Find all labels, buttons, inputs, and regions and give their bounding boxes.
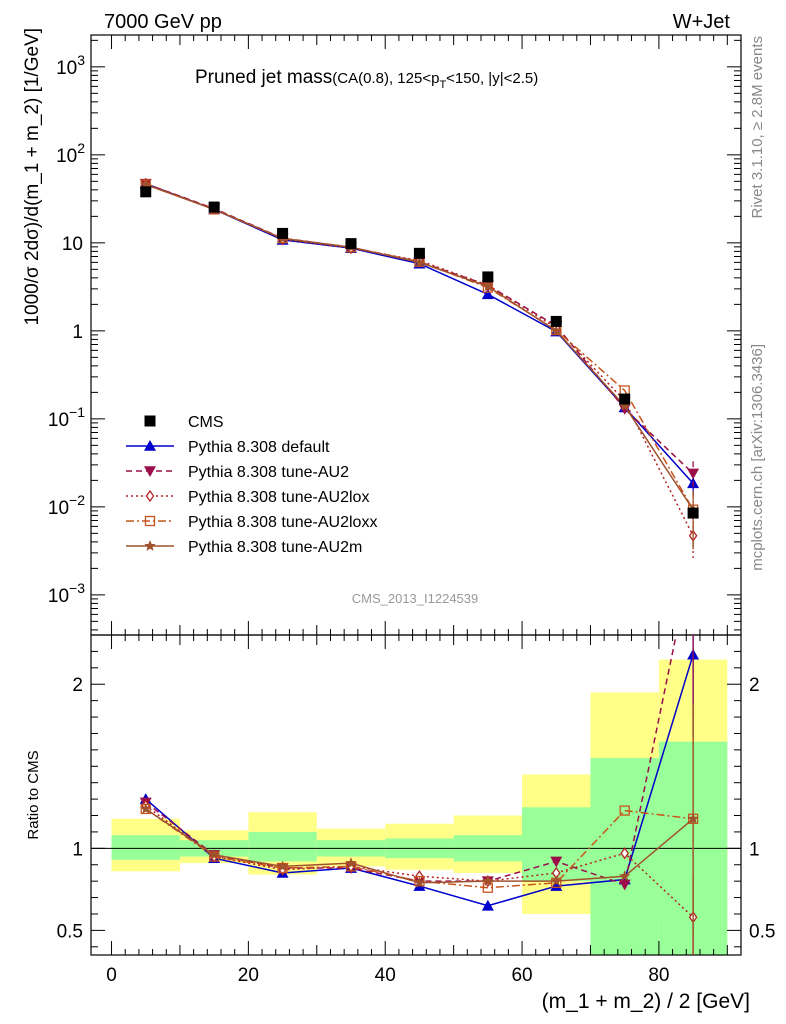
cms-point-5 <box>482 271 494 283</box>
chart-title-sub-end: <150, |y|<2.5) <box>446 70 538 87</box>
ratio-y-tick-label-right-1: 1 <box>749 839 760 860</box>
legend-label-1: Pythia 8.308 default <box>188 439 330 456</box>
y-tick-label-1: 10−2 <box>48 492 85 519</box>
ratio-y-tick-label-1: 1 <box>72 839 83 860</box>
watermark: CMS_2013_I1224539 <box>352 591 479 606</box>
series-point-4-4 <box>413 256 426 268</box>
x-tick-label-1: 20 <box>238 965 259 986</box>
legend-marker-0 <box>144 415 156 427</box>
ratio-y-axis-label: Ratio to CMS <box>25 750 42 839</box>
cms-point-8 <box>687 507 699 519</box>
ratio-point-4-4 <box>413 876 426 888</box>
x-tick-label-2: 40 <box>375 965 396 986</box>
cms-point-4 <box>413 247 425 259</box>
series-point-0-5 <box>481 288 494 300</box>
series-line-2 <box>145 182 694 537</box>
y-tick-label-4: 10 <box>62 234 83 255</box>
mcplots-label: mcplots.cern.ch [arXiv:1306.3436] <box>749 344 766 571</box>
chart-title-sub: (CA(0.8), 125<p <box>332 70 439 87</box>
ratio-y-tick-label-right-2: 2 <box>749 675 760 696</box>
series-line-3 <box>145 183 694 511</box>
ratio-point-0-5 <box>481 899 494 911</box>
legend-marker-3 <box>145 489 155 503</box>
legend-label-4: Pythia 8.308 tune-AU2loxx <box>188 514 377 531</box>
ratio-point-4-3 <box>345 857 357 868</box>
ratio-plot: 0 20 40 60 80 0.5 0.5 1 1 2 2 <box>57 634 775 986</box>
main-series-group <box>139 177 700 560</box>
x-tick-label-3: 60 <box>511 965 532 986</box>
header-right: W+Jet <box>673 11 731 33</box>
legend-label-3: Pythia 8.308 tune-AU2lox <box>188 489 369 506</box>
y-axis-label: 1000/σ 2dσ)/d(m_1 + m_2) [1/GeV] <box>22 28 43 326</box>
ratio-point-3-7 <box>619 805 630 816</box>
x-tick-label-4: 80 <box>648 965 669 986</box>
legend-marker-2 <box>144 466 156 477</box>
ratio-point-4-2 <box>276 860 289 872</box>
ratio-series-group <box>139 635 700 955</box>
ratio-point-4-5 <box>482 875 494 886</box>
ratio-point-1-6 <box>550 856 563 868</box>
legend-label-2: Pythia 8.308 tune-AU2 <box>188 464 349 481</box>
cms-point-3 <box>345 238 357 250</box>
ratio-point-2-7 <box>620 847 629 860</box>
rivet-label: Rivet 3.1.10, ≥ 2.8M events <box>749 36 766 219</box>
cms-point-2 <box>277 227 289 239</box>
cms-point-0 <box>140 186 152 198</box>
legend-marker-5 <box>144 540 156 551</box>
legend-marker-1 <box>144 440 156 451</box>
ratio-frame-box <box>90 634 742 956</box>
legend-marker-4 <box>144 515 156 527</box>
ratio-y-tick-label-0: 0.5 <box>57 921 83 942</box>
ratio-point-4-6 <box>550 875 562 886</box>
cms-point-1 <box>208 201 220 213</box>
series-point-4-7 <box>619 400 631 411</box>
ratio-point-4-0 <box>140 802 152 814</box>
series-line-1 <box>145 182 694 474</box>
legend-label-0: CMS <box>188 414 224 431</box>
legend: CMS Pythia 8.308 default Pythia 8.308 tune… <box>126 414 377 556</box>
cms-point-6 <box>550 315 562 327</box>
green-band-0 <box>111 835 180 860</box>
cms-point-7 <box>619 393 631 405</box>
green-band-2 <box>248 831 317 862</box>
series-line-4 <box>145 183 694 511</box>
legend-label-5: Pythia 8.308 tune-AU2m <box>188 539 362 556</box>
series-point-4-5 <box>482 280 494 292</box>
ratio-point-1-7 <box>618 879 631 891</box>
x-axis-label: (m_1 + m_2) / 2 [GeV] <box>542 990 750 1013</box>
main-plot: 10−3 10−2 10−1 1 10 102 103 <box>48 34 742 636</box>
y-tick-label-2: 10−1 <box>48 404 85 431</box>
y-tick-label-0: 10−3 <box>48 580 85 607</box>
chart-title: Pruned jet mass(CA(0.8), 125<pT<150, |y|… <box>195 67 538 91</box>
ratio-point-0-6 <box>550 880 563 891</box>
header-left: 7000 GeV pp <box>104 11 222 33</box>
y-tick-label-5: 102 <box>56 140 85 167</box>
chart-title-sub-t: T <box>439 79 446 91</box>
y-tick-label-6: 103 <box>56 52 85 79</box>
x-tick-label-0: 0 <box>106 965 117 986</box>
series-point-4-6 <box>550 324 562 336</box>
ratio-y-tick-label-2: 2 <box>72 675 83 696</box>
ratio-y-tick-label-right-0: 0.5 <box>749 921 775 942</box>
series-point-1-8 <box>687 468 700 480</box>
y-tick-label-3: 1 <box>72 322 83 343</box>
ratio-point-4-8 <box>687 812 699 824</box>
chart-title-main: Pruned jet mass <box>195 67 332 88</box>
ratio-point-4-7 <box>619 870 631 882</box>
ratio-point-4-1 <box>208 848 220 860</box>
